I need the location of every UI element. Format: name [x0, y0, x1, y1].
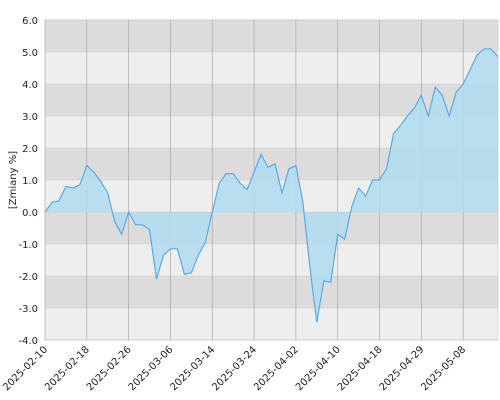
y-tick-label: -1.0 — [18, 240, 38, 251]
y-tick-label: 2.0 — [22, 144, 38, 155]
y-tick-label: 5.0 — [22, 48, 38, 59]
plot-border — [44, 19, 499, 341]
band — [45, 244, 498, 276]
band — [45, 52, 498, 84]
y-tick-label: 4.0 — [22, 80, 38, 91]
y-tick-label: 1.0 — [22, 176, 38, 187]
y-tick-label: 0.0 — [22, 208, 38, 219]
band — [45, 276, 498, 308]
area-fill — [45, 48, 498, 323]
x-tick-label: 2025-05-08 — [419, 344, 468, 393]
y-tick-label: 3.0 — [22, 112, 38, 123]
y-tick-label: 6.0 — [22, 16, 38, 27]
y-tick-label: -4.0 — [18, 336, 38, 347]
line — [44, 48, 499, 323]
y-axis-label: [Zmiany %] — [8, 151, 19, 209]
band — [45, 308, 498, 340]
y-tick-label: -3.0 — [18, 304, 38, 315]
band — [45, 20, 498, 52]
y-tick-label: -2.0 — [18, 272, 38, 283]
